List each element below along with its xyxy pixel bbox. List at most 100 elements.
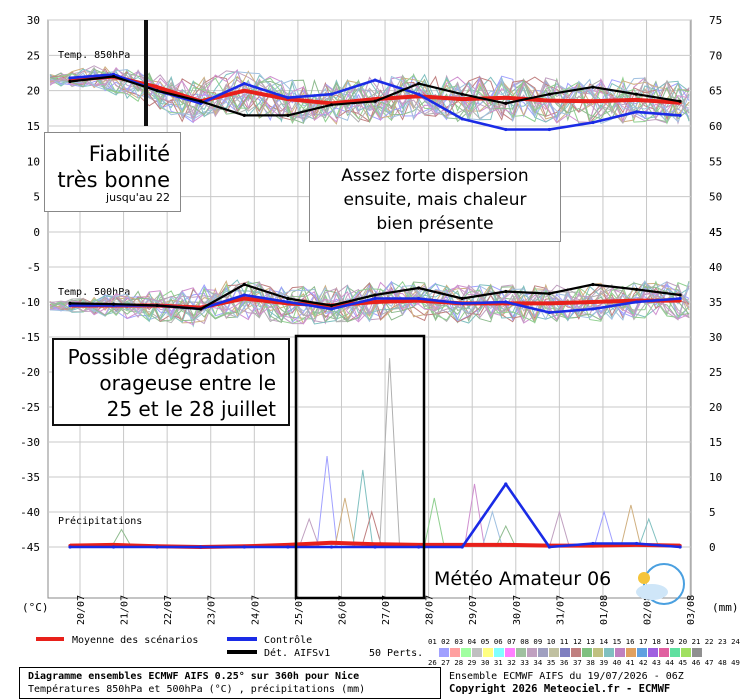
tick-right-850: 60 [709,120,722,133]
legend-pert-swatch [582,648,592,657]
series-500-det-point [329,303,334,308]
series-500-mean-point [242,296,246,301]
perturbation-spike-precip [298,517,320,548]
series-850-det-point [155,89,159,93]
panel-label-precip: Précipitations [58,515,142,527]
dispersion-annotation: Assez forte dispersion ensuite, mais cha… [309,161,561,242]
series-850-det-point [242,113,246,117]
tick-right-850: 55 [709,155,722,168]
tick-left-500: -25 [20,401,40,414]
legend-pert-swatch [670,648,680,657]
tick-left-850: 20 [27,85,40,98]
series-850-det-point [547,92,551,96]
series-850-det-point [68,79,72,84]
caption-subtitle: Températures 850hPa et 500hPa (°C) , pré… [28,684,366,695]
perturbation-spike-precip [495,524,517,548]
perturbation-line-850 [49,69,690,125]
series-500-control-point [286,300,290,304]
series-500-det-point [68,301,72,305]
series-850-det-point [678,99,682,103]
perturbation-spike-precip [111,528,132,548]
run-label: Ensemble ECMWF AIFS du 19/07/2026 - 06Z [449,671,684,682]
perturbation-line-850 [49,71,690,125]
perturbation-spike-precip [334,497,356,548]
storm-window-box [294,334,426,600]
series-850-control-point [504,127,508,132]
series-850-det-point [504,101,508,105]
series-precip-control-point [68,545,72,549]
legend-pert-swatch [637,648,647,657]
reliability-subtitle: jusqu'au 22 [106,191,170,204]
series-850-control-point [460,117,464,121]
series-500-det-point [373,293,377,297]
tick-left-500: -20 [20,366,40,379]
series-850-control-point [417,92,421,96]
legend-pert-swatch [505,648,515,657]
series-precip-control-line [70,482,681,549]
tick-right-850: 70 [709,49,722,62]
tick-left-850: 30 [27,14,40,27]
series-precip-control-point [460,545,464,549]
tick-left-500: -35 [20,471,40,484]
series-850-mean-point [591,99,595,103]
series-500-control-point [547,310,551,315]
series-850-mean-point [460,97,464,101]
perturbation-spike-precip [620,504,642,548]
series-850-det-point [417,82,421,86]
series-500-mean-point [591,300,595,304]
date-tick-label: 27/07 [381,595,392,625]
legend-pert-swatch [527,648,537,657]
perturbation-spike-precip [423,497,445,548]
brand-label: Météo Amateur 06 [434,568,612,590]
series-850-control-point [634,110,639,114]
series-precip-control-point [155,545,159,549]
series-850-mean-point [504,96,508,100]
legend-pert-swatch [516,648,526,657]
series-850-det-point [373,99,377,103]
legend-pert-swatch [648,648,658,657]
caption-title: Diagramme ensembles ECMWF AIFS 0.25° sur… [28,671,360,682]
date-tick-label: 28/07 [425,595,436,625]
date-tick-label: 22/07 [163,595,174,625]
tick-left-850: 15 [27,120,40,133]
legend-mean-label: Moyenne des scénarios [72,634,198,646]
legend-pert-swatch [659,648,669,657]
perturbation-spike-precip [464,483,486,548]
series-precip-mean-point [504,543,508,547]
series-500-det-point [286,296,290,301]
series-850-det-point [286,113,290,117]
reliability-title: Fiabilité très bonne [57,142,170,192]
left-unit-label: (°C) [22,601,49,614]
series-precip-control-point [111,545,116,549]
tick-right-500: 45 [709,226,722,239]
legend-pert-swatch [560,648,570,657]
legend-pert-swatch [549,648,559,657]
date-tick-label: 24/07 [250,595,261,625]
legend-pert-swatch [483,648,493,657]
series-850-det-point [199,99,203,103]
perturbation-spike-precip [352,469,374,548]
series-850-mean-point [547,98,551,103]
perturbation-spike-precip [593,510,615,548]
tick-left-850: 10 [27,155,40,168]
legend-det-label: Dét. AIFSv1 [264,647,330,659]
tick-left-500: -15 [20,331,40,344]
legend-pert-swatch [494,648,504,657]
tick-left-500: -30 [20,436,40,449]
series-500-mean-point [373,300,377,304]
legend-pert-row2: 26 27 28 29 30 31 32 33 34 35 36 37 38 3… [428,658,740,667]
panel-label-850: Temp. 850hPa [58,50,130,61]
perturbation-line-500 [49,279,690,323]
series-850-mean-point [634,98,639,102]
brand-sun-icon [638,572,650,584]
date-tick-label: 20/07 [76,595,87,625]
series-500-det-point [460,296,464,301]
series-500-det-point [678,293,682,297]
series-850-det-point [634,92,639,96]
series-500-det-point [634,287,639,291]
series-precip-control-point [373,545,377,549]
right-unit-label: (mm) [712,601,739,614]
series-precip-control-point [591,541,595,546]
tick-left-850: 5 [33,191,40,204]
date-tick-label: 23/07 [207,595,218,625]
